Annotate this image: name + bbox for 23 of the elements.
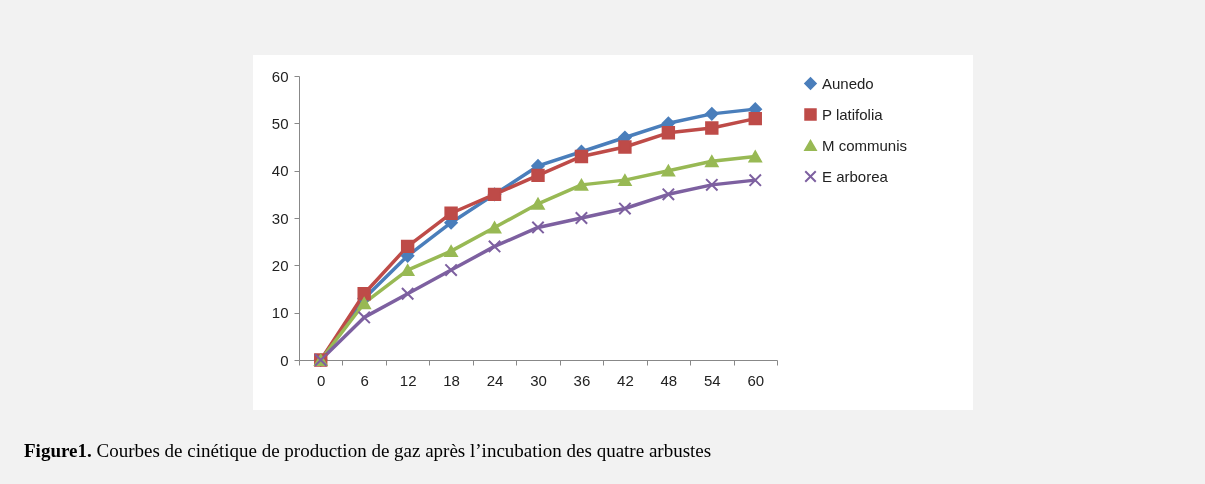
legend-label: Aunedo [822, 74, 874, 92]
x-tick-label: 0 [317, 371, 326, 389]
y-tick-label: 60 [271, 67, 289, 85]
x-tick-label: 48 [660, 371, 678, 389]
y-tick-label: 0 [280, 351, 289, 369]
y-tick-label: 40 [271, 162, 289, 180]
x-tick-label: 30 [530, 371, 547, 389]
y-tick-label: 30 [271, 209, 289, 227]
legend-label: M communis [822, 136, 908, 154]
legend-label: P latifolia [822, 105, 884, 123]
x-tick-label: 60 [747, 371, 765, 389]
legend-label: E arborea [822, 167, 889, 185]
x-tick-label: 6 [360, 371, 369, 389]
y-tick-label: 10 [271, 304, 289, 322]
x-tick-label: 24 [486, 371, 504, 389]
x-tick-label: 42 [617, 371, 634, 389]
x-tick-label: 54 [703, 371, 721, 389]
x-tick-label: 36 [573, 371, 591, 389]
x-tick-label: 18 [443, 371, 460, 389]
caption: Figure1. Courbes de cinétique de production de gaz après l’incubation des quatre arbustes [24, 440, 712, 462]
x-tick-label: 12 [399, 371, 417, 389]
y-tick-label: 20 [271, 256, 289, 274]
y-tick-label: 50 [271, 114, 289, 132]
